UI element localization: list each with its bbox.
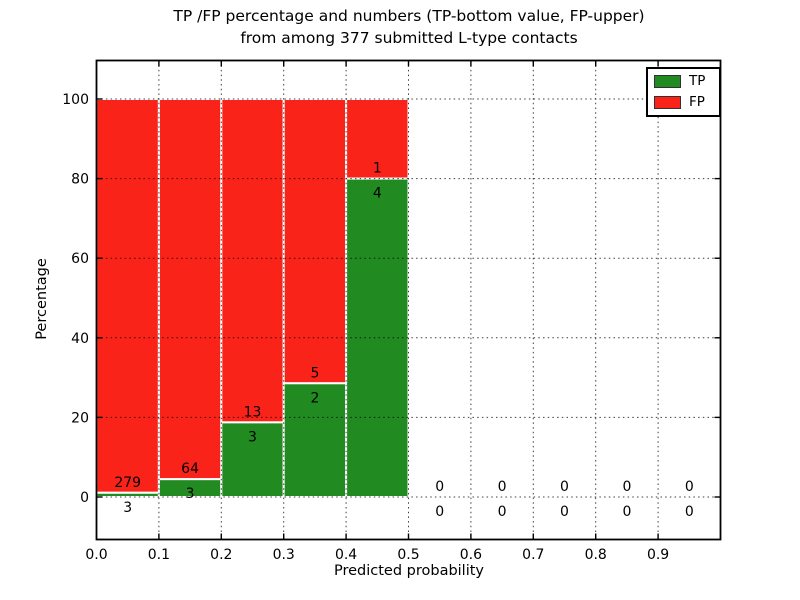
chart-title-line1: TP /FP percentage and numbers (TP-bottom… [173,7,645,25]
tp-count-label: 2 [310,390,319,406]
x-tick-label: 0.2 [210,547,232,563]
x-tick-label: 0.9 [647,547,669,563]
fp-count-label: 0 [435,479,444,495]
fp-count-label: 5 [310,365,319,381]
x-tick-label: 0.8 [585,547,607,563]
x-tick-label: 0.3 [273,547,295,563]
tp-count-label: 3 [123,500,132,516]
y-tick-label: 100 [62,92,89,108]
tp-count-label: 3 [248,429,257,445]
fp-count-label: 64 [181,461,199,477]
tp-bar [282,382,348,498]
legend-row-fp: FP [654,94,719,112]
y-tick-label: 60 [71,251,89,267]
fp-bar [95,98,160,494]
fp-count-label: 0 [498,479,507,495]
tp-count-label: 3 [186,486,195,502]
y-tick-label: 80 [71,172,89,188]
fp-count-label: 0 [622,479,631,495]
x-tick-label: 0.5 [397,547,419,563]
legend-row-tp: TP [654,73,719,91]
fp-bar [157,98,223,481]
tp-count-label: 0 [435,504,444,520]
tp-count-label: 0 [685,504,694,520]
fp-count-label: 0 [560,479,569,495]
tp-count-label: 0 [560,504,569,520]
tp-count-label: 0 [498,504,507,520]
fp-count-label: 13 [244,404,262,420]
y-axis-label: Percentage [34,258,50,340]
tp-count-label: 4 [373,186,382,202]
chart-title: TP /FP percentage and numbers (TP-bottom… [97,5,721,49]
chart-title-line2: from among 377 submitted L-type contacts [240,29,578,47]
x-axis-label: Predicted probability [333,563,485,579]
x-tick-label: 0.7 [522,547,544,563]
tp-swatch-icon [654,75,681,88]
fp-count-label: 279 [114,475,141,491]
fp-bar [220,98,285,424]
x-tick-label: 0.1 [148,547,170,563]
x-tick-label: 0.0 [85,547,107,563]
tp-count-label: 0 [622,504,631,520]
y-tick-label: 40 [71,331,89,347]
y-tick-label: 0 [80,490,89,506]
fp-bar [282,98,348,385]
fp-swatch-icon [654,96,681,109]
legend-label-fp: FP [689,94,705,110]
x-tick-label: 0.4 [335,547,357,563]
x-tick-label: 0.6 [460,547,482,563]
fp-count-label: 0 [685,479,694,495]
legend: TP FP [646,67,721,117]
tp-bar [95,491,160,499]
legend-label-tp: TP [689,73,706,89]
y-tick-label: 20 [71,410,89,426]
fp-bar [345,98,410,180]
fp-count-label: 1 [373,161,382,177]
